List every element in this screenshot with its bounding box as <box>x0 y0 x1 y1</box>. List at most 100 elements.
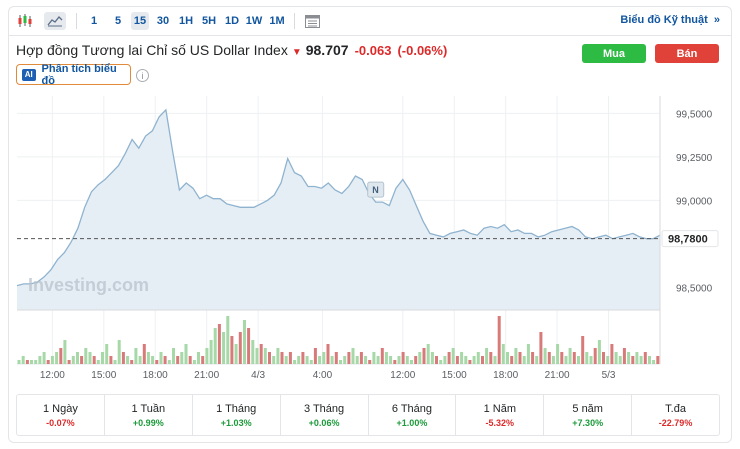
volume-bar <box>426 344 430 364</box>
period-label: 1 Năm <box>483 402 517 415</box>
range-1[interactable]: 1 <box>90 15 98 27</box>
volume-bar <box>627 352 631 364</box>
volume-bar <box>535 356 539 364</box>
volume-bar <box>25 360 29 364</box>
period-3m[interactable]: 3 Tháng +0.06% <box>281 395 369 435</box>
volume-bar <box>405 356 409 364</box>
y-tick-label: 99,5000 <box>676 109 713 120</box>
volume-bar <box>451 348 455 364</box>
volume-bar <box>648 356 651 364</box>
price-change: -0.063 <box>354 43 392 58</box>
period-1y[interactable]: 1 Năm -5.32% <box>456 395 545 435</box>
volume-bar <box>455 356 459 364</box>
period-value: -0.07% <box>46 417 75 428</box>
x-tick-label: 4/3 <box>251 370 265 381</box>
buy-button[interactable]: Mua <box>582 44 646 63</box>
volume-bar <box>255 348 259 364</box>
volume-bar <box>401 352 405 364</box>
volume-bar <box>485 348 489 364</box>
toolbar-divider <box>294 13 295 29</box>
volume-bar <box>397 356 401 364</box>
volume-bar <box>226 316 230 364</box>
toolbar-divider <box>76 13 77 29</box>
volume-bar <box>117 340 121 364</box>
volume-bar <box>351 348 355 364</box>
volume-bar <box>138 356 142 364</box>
volume-bar <box>422 348 426 364</box>
volume-bar <box>201 356 205 364</box>
volume-bar <box>293 360 297 364</box>
volume-bar <box>101 352 104 364</box>
area-chart-icon[interactable] <box>44 12 66 30</box>
sell-button[interactable]: Bán <box>655 44 719 63</box>
volume-bar <box>176 356 180 364</box>
volume-bar <box>197 352 200 364</box>
volume-bar <box>468 360 472 364</box>
candlestick-icon[interactable] <box>14 12 36 30</box>
volume-bar <box>610 344 614 364</box>
period-label: 1 Tháng <box>216 402 257 415</box>
volume-bar <box>618 356 622 364</box>
volume-bar <box>30 360 33 364</box>
range-30[interactable]: 30 <box>156 15 170 27</box>
volume-bar <box>472 356 476 364</box>
volume-bar <box>92 356 96 364</box>
volume-bar <box>568 348 572 364</box>
period-max[interactable]: T.đa -22.79% <box>632 395 719 435</box>
ai-chart-analysis-button[interactable]: AI Phân tích biểu đồ <box>16 62 131 87</box>
volume-bar <box>284 356 288 364</box>
period-label: 3 Tháng <box>303 402 345 415</box>
volume-bar <box>376 356 380 364</box>
range-5[interactable]: 5 <box>114 15 122 27</box>
x-tick-label: 12:00 <box>390 370 415 381</box>
x-tick-label: 18:00 <box>493 370 518 381</box>
info-icon[interactable]: i <box>136 69 149 82</box>
period-6m[interactable]: 6 Tháng +1.00% <box>369 395 457 435</box>
ai-chart-analysis-label: Phân tích biểu đồ <box>41 62 117 87</box>
volume-bar <box>556 344 560 364</box>
volume-bar <box>364 356 368 364</box>
volume-bar <box>543 348 547 364</box>
volume-bar <box>510 356 514 364</box>
volume-bar <box>268 352 271 364</box>
range-1d[interactable]: 1D <box>224 15 240 27</box>
technical-chart-link[interactable]: Biểu đồ Kỹ thuật » <box>620 14 720 26</box>
volume-bar <box>155 360 159 364</box>
period-1d[interactable]: 1 Ngày -0.07% <box>17 395 105 435</box>
price-line <box>16 108 661 287</box>
volume-bar <box>318 356 322 364</box>
volume-bar <box>418 352 422 364</box>
range-1w[interactable]: 1W <box>245 15 263 27</box>
volume-bar <box>213 328 217 364</box>
volume-bar <box>192 360 196 364</box>
volume-bar <box>347 352 351 364</box>
volume-bar <box>493 356 497 364</box>
volume-bar <box>652 360 656 364</box>
period-1m[interactable]: 1 Tháng +1.03% <box>193 395 281 435</box>
table-icon[interactable] <box>301 12 323 30</box>
volume-bar <box>501 344 505 364</box>
range-1h[interactable]: 1H <box>178 15 194 27</box>
y-tick-label: 98,5000 <box>676 283 713 294</box>
last-price-label: 98,7800 <box>668 234 708 246</box>
volume-bar <box>205 348 209 364</box>
volume-bar <box>121 352 125 364</box>
period-1w[interactable]: 1 Tuần +0.99% <box>105 395 193 435</box>
volume-bar <box>322 352 326 364</box>
period-5y[interactable]: 5 năm +7.30% <box>544 395 633 435</box>
volume-bar <box>88 352 92 364</box>
volume-bar <box>96 360 100 364</box>
volume-bar <box>217 324 221 364</box>
volume-bar <box>126 356 130 364</box>
volume-bar <box>339 360 342 364</box>
range-1m[interactable]: 1M <box>269 15 285 27</box>
period-label: 6 Tháng <box>391 402 433 415</box>
volume-bar <box>105 344 109 364</box>
range-5h[interactable]: 5H <box>201 15 217 27</box>
volume-bar <box>439 360 443 364</box>
volume-bar <box>21 356 25 364</box>
volume-bar <box>635 352 639 364</box>
volume-bar <box>531 352 535 364</box>
range-15[interactable]: 15 <box>131 12 149 30</box>
